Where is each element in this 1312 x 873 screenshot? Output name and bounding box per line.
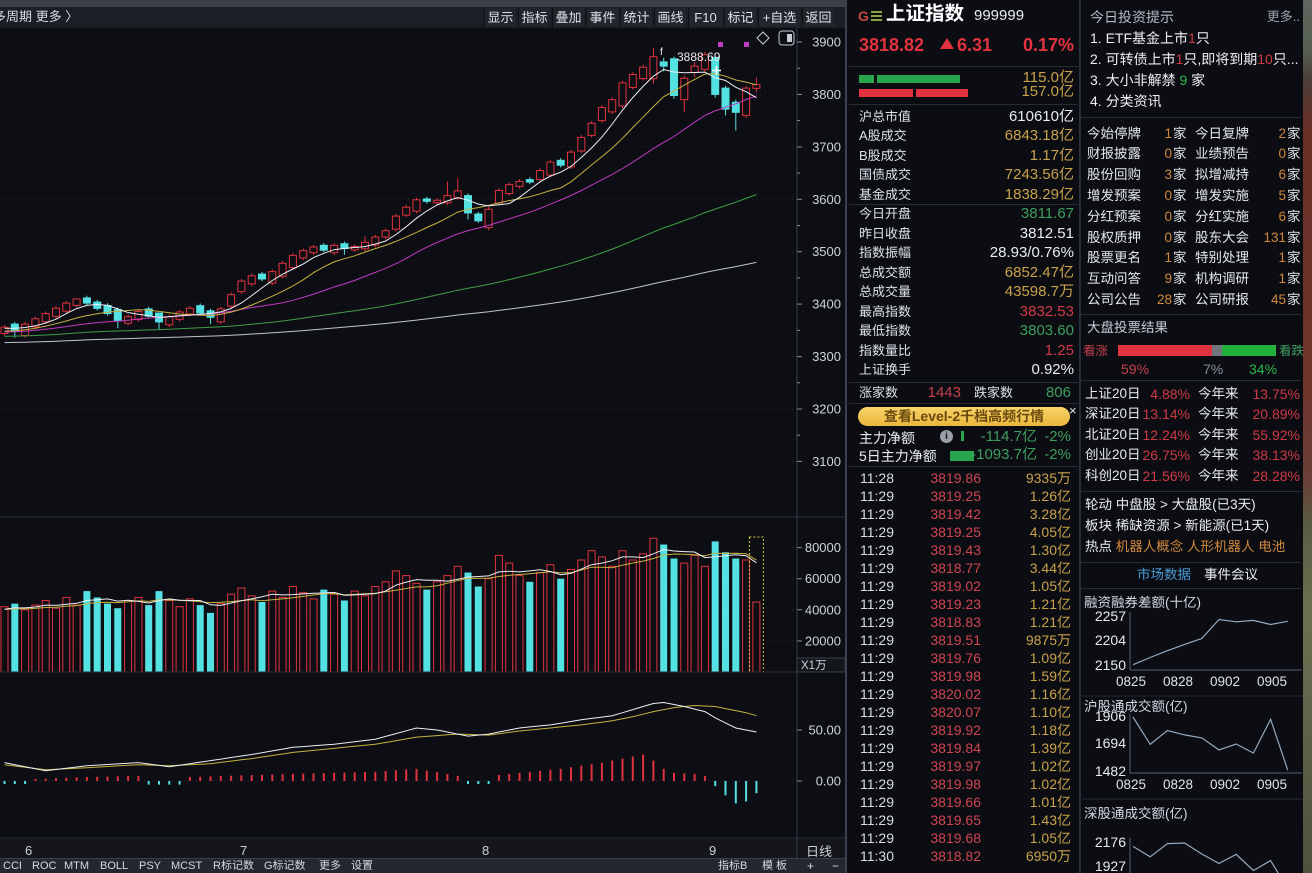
svg-text:3400: 3400 <box>812 297 841 312</box>
svg-text:6: 6 <box>25 843 32 858</box>
svg-text:40000: 40000 <box>805 602 841 617</box>
svg-text:2176: 2176 <box>1095 834 1126 850</box>
svg-text:深股通成交额(亿): 深股通成交额(亿) <box>1084 806 1188 821</box>
svg-text:日线: 日线 <box>806 844 832 859</box>
svg-text:20000: 20000 <box>805 633 841 648</box>
svg-text:3300: 3300 <box>812 349 841 364</box>
svg-text:0825: 0825 <box>1116 777 1146 792</box>
svg-text:7: 7 <box>240 843 247 858</box>
svg-text:3900: 3900 <box>812 35 841 50</box>
svg-text:f: f <box>660 47 663 58</box>
svg-text:8: 8 <box>482 843 489 858</box>
svg-text:9: 9 <box>709 843 716 858</box>
svg-text:0902: 0902 <box>1210 777 1240 792</box>
svg-text:3500: 3500 <box>812 244 841 259</box>
svg-text:0828: 0828 <box>1163 674 1193 689</box>
svg-text:1482: 1482 <box>1095 763 1126 779</box>
svg-text:0.00: 0.00 <box>816 774 841 789</box>
svg-text:0905: 0905 <box>1257 674 1287 689</box>
svg-text:60000: 60000 <box>805 571 841 586</box>
svg-text:沪股通成交额(亿): 沪股通成交额(亿) <box>1084 699 1188 714</box>
svg-text:80000: 80000 <box>805 540 841 555</box>
svg-text:融资融券差额(十亿): 融资融券差额(十亿) <box>1084 595 1201 610</box>
svg-text:2150: 2150 <box>1095 657 1126 673</box>
svg-text:3200: 3200 <box>812 402 841 417</box>
svg-text:1906: 1906 <box>1095 708 1126 724</box>
svg-text:X1万: X1万 <box>801 660 827 672</box>
svg-text:3100: 3100 <box>812 454 841 469</box>
svg-text:0905: 0905 <box>1257 777 1287 792</box>
svg-text:3888.69: 3888.69 <box>677 50 721 64</box>
svg-text:0902: 0902 <box>1210 674 1240 689</box>
svg-text:1927: 1927 <box>1095 858 1126 873</box>
svg-text:3800: 3800 <box>812 87 841 102</box>
svg-text:3700: 3700 <box>812 139 841 154</box>
svg-text:1694: 1694 <box>1095 735 1126 751</box>
svg-text:0825: 0825 <box>1116 674 1146 689</box>
svg-text:0828: 0828 <box>1163 777 1193 792</box>
svg-text:2204: 2204 <box>1095 632 1126 648</box>
svg-text:2257: 2257 <box>1095 608 1126 624</box>
svg-text:3600: 3600 <box>812 192 841 207</box>
svg-text:50.00: 50.00 <box>808 723 841 738</box>
